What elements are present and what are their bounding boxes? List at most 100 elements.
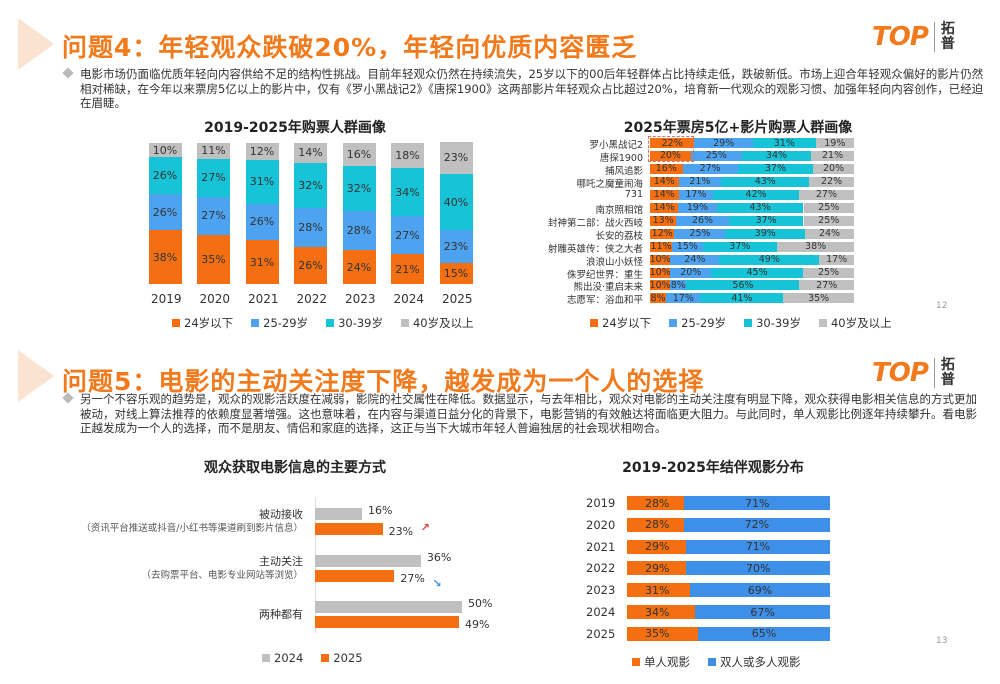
bar-segment: 17%: [678, 189, 714, 200]
legend-swatch: [262, 654, 270, 662]
bar-segment: 8%: [670, 279, 687, 291]
legend-label: 30-39岁: [756, 316, 801, 330]
legend-swatch: [632, 658, 640, 666]
bar-segment: 38%: [148, 230, 182, 284]
highlight-box: [648, 136, 694, 162]
bar-segment: 12%: [245, 143, 279, 160]
bar-segment: 72%: [683, 517, 830, 532]
bar-segment: 27%: [391, 216, 424, 255]
bar-segment: 28%: [627, 496, 685, 510]
row-label: 长安的荔枝: [595, 230, 643, 242]
bar-segment: 43%: [716, 202, 804, 213]
bar-segment: 13%: [650, 215, 677, 226]
category-sublabel: （去购票平台、电影专业网站等浏览）: [141, 569, 303, 581]
bar-segment: 14%: [650, 202, 679, 213]
bar-segment: 25%: [674, 228, 726, 239]
logo: TOP 拓普: [872, 358, 956, 388]
row-label: 浪浪山小妖怪: [585, 256, 643, 268]
legend-label: 单人观影: [644, 655, 690, 669]
bar-segment: 15%: [439, 262, 473, 284]
bar-segment: 23%: [439, 141, 473, 174]
bar-segment: 25%: [803, 215, 854, 226]
x-tick-label: 2022: [296, 292, 328, 306]
page-number: 12: [936, 301, 948, 311]
value-label: 36%: [426, 550, 452, 564]
legend-label: 25-29岁: [681, 316, 727, 330]
x-tick-label: 2021: [248, 292, 279, 306]
bar-segment: 71%: [684, 496, 830, 510]
value-label: 50%: [468, 597, 493, 610]
row-label: 731: [624, 188, 643, 200]
bar-segment: 35%: [627, 626, 699, 641]
bar-segment: 37%: [702, 241, 778, 252]
row-label: 唐探1900: [599, 152, 643, 164]
page-number: 13: [936, 636, 948, 646]
chart-legend: 24岁以下 25-29岁 30-39岁 40岁及以上: [172, 315, 474, 331]
bar-segment: 26%: [676, 215, 729, 226]
bar-segment: 24%: [342, 250, 376, 284]
chart-legend: 24岁以下 25-29岁 30-39岁 40岁及以上: [590, 315, 892, 331]
bar-segment: 14%: [294, 143, 327, 163]
slide1-title: 问题4：年轻观众跌破20%，年轻向优质内容匮乏: [62, 33, 638, 62]
legend-label: 30-39岁: [338, 316, 383, 330]
bar-segment: 15%: [672, 241, 703, 252]
bar-segment: 27%: [798, 189, 854, 200]
row-label: 2024: [586, 605, 616, 619]
row-label: 2023: [586, 583, 616, 598]
bar-segment: 25%: [690, 150, 742, 161]
bar-segment: 27%: [197, 196, 230, 235]
chart-title: 2025年票房5亿+影片购票人群画像: [623, 120, 853, 136]
row-label: 哪吒之魔童闹海: [576, 178, 643, 190]
bar-segment: 21%: [391, 254, 424, 284]
x-tick-label: 2019: [151, 292, 182, 306]
bar-segment: 27%: [682, 163, 738, 174]
bar-segment: 65%: [698, 626, 830, 641]
bar-segment: 34%: [391, 168, 424, 217]
bar-segment: 49%: [719, 254, 820, 265]
bar-segment: 24%: [670, 254, 720, 265]
bar-segment: 25%: [803, 267, 854, 278]
logo-cn: 拓普: [940, 357, 955, 388]
value-label: 23%: [388, 525, 414, 538]
legend-item: 30-39岁: [326, 315, 383, 331]
legend-swatch: [744, 319, 753, 327]
legend-swatch: [708, 658, 716, 666]
legend-item: 40岁及以上: [818, 315, 892, 331]
category-label: 两种都有: [259, 608, 303, 621]
bullet-diamond-icon: [62, 67, 74, 79]
bar-segment: 38%: [777, 241, 854, 252]
bar-segment: 16%: [650, 163, 683, 174]
legend-item: 30-39岁: [744, 315, 801, 331]
row-label: 捕风追影: [604, 165, 643, 177]
bar-segment: 21%: [678, 176, 722, 187]
bar-segment: 43%: [721, 176, 810, 187]
logo-cn: 拓普: [940, 21, 955, 52]
row-label: 射雕英雄传：侠之大者: [547, 243, 643, 255]
chart-legend: 单人观影 双人或多人观影: [632, 654, 801, 670]
legend-item: 2024: [262, 651, 303, 665]
x-tick-label: 2023: [345, 292, 376, 306]
slide1-paragraph: 电影市场仍面临优质年轻向内容供给不足的结构性挑战。目前年轻观众仍然在持续流失，2…: [62, 67, 985, 111]
bar-segment: 10%: [148, 143, 182, 158]
bar-segment: 26%: [245, 203, 279, 241]
value-label: 27%: [400, 571, 425, 585]
legend-item: 24岁以下: [590, 315, 651, 331]
bar: [315, 508, 363, 520]
bar-segment: 31%: [245, 240, 279, 284]
slide2-title: 问题5：电影的主动关注度下降，越发成为一个人的选择: [62, 367, 705, 396]
bar-segment: 41%: [700, 293, 784, 304]
legend-item: 25-29岁: [669, 315, 726, 331]
bar-segment: 70%: [686, 561, 830, 576]
bar-segment: 17%: [819, 254, 854, 265]
bar-segment: 10%: [649, 254, 671, 266]
row-label: 2020: [586, 517, 616, 532]
legend-label: 24岁以下: [184, 316, 234, 330]
bar-segment: 29%: [627, 561, 687, 576]
legend-label: 40岁及以上: [830, 316, 892, 330]
bar-segment: 27%: [197, 158, 230, 197]
bar-segment: 45%: [711, 267, 803, 278]
bar-segment: 26%: [294, 247, 327, 284]
x-tick-label: 2025: [442, 292, 473, 306]
chart-title: 观众获取电影信息的主要方式: [204, 460, 386, 476]
bar-segment: 31%: [753, 138, 816, 149]
